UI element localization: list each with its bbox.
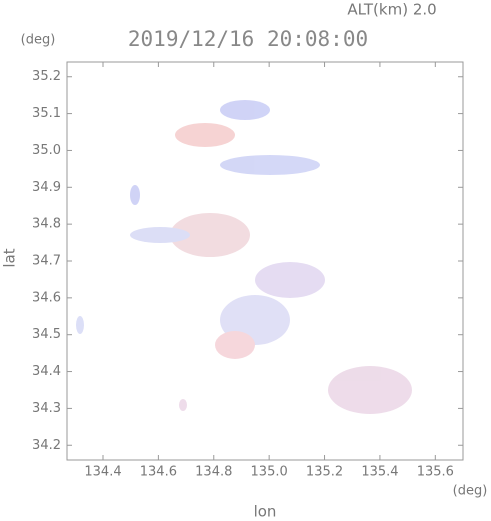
x-tick-label: 135.6 — [417, 465, 454, 480]
x-tick-label: 134.8 — [195, 465, 232, 480]
echo-field — [76, 100, 412, 414]
y-tick-label: 35.1 — [32, 106, 61, 121]
y-tick-label: 34.5 — [32, 327, 61, 342]
x-tick-label: 134.6 — [140, 465, 177, 480]
y-tick-label: 34.3 — [32, 401, 61, 416]
y-tick-label: 35.2 — [32, 69, 61, 84]
y-tick-label: 34.4 — [32, 364, 61, 379]
x-tick-label: 135.0 — [251, 465, 288, 480]
x-tick-label: 135.2 — [306, 465, 343, 480]
y-unit: (deg) — [21, 33, 56, 48]
x-tick-label: 135.4 — [361, 465, 398, 480]
x-unit: (deg) — [453, 484, 488, 499]
y-tick-label: 34.8 — [32, 217, 61, 232]
altitude-label: ALT(km) 2.0 — [347, 1, 436, 19]
y-tick-label: 34.7 — [32, 254, 61, 269]
y-tick-label: 35.0 — [32, 143, 61, 158]
y-tick-label: 34.6 — [32, 290, 61, 305]
x-axis-label: lon — [254, 503, 277, 521]
chart-title: 2019/12/16 20:08:00 — [128, 27, 368, 51]
x-tick-label: 134.4 — [84, 465, 121, 480]
y-tick-label: 34.2 — [32, 438, 61, 453]
y-axis-label: lat — [1, 248, 19, 267]
y-tick-label: 34.9 — [32, 180, 61, 195]
